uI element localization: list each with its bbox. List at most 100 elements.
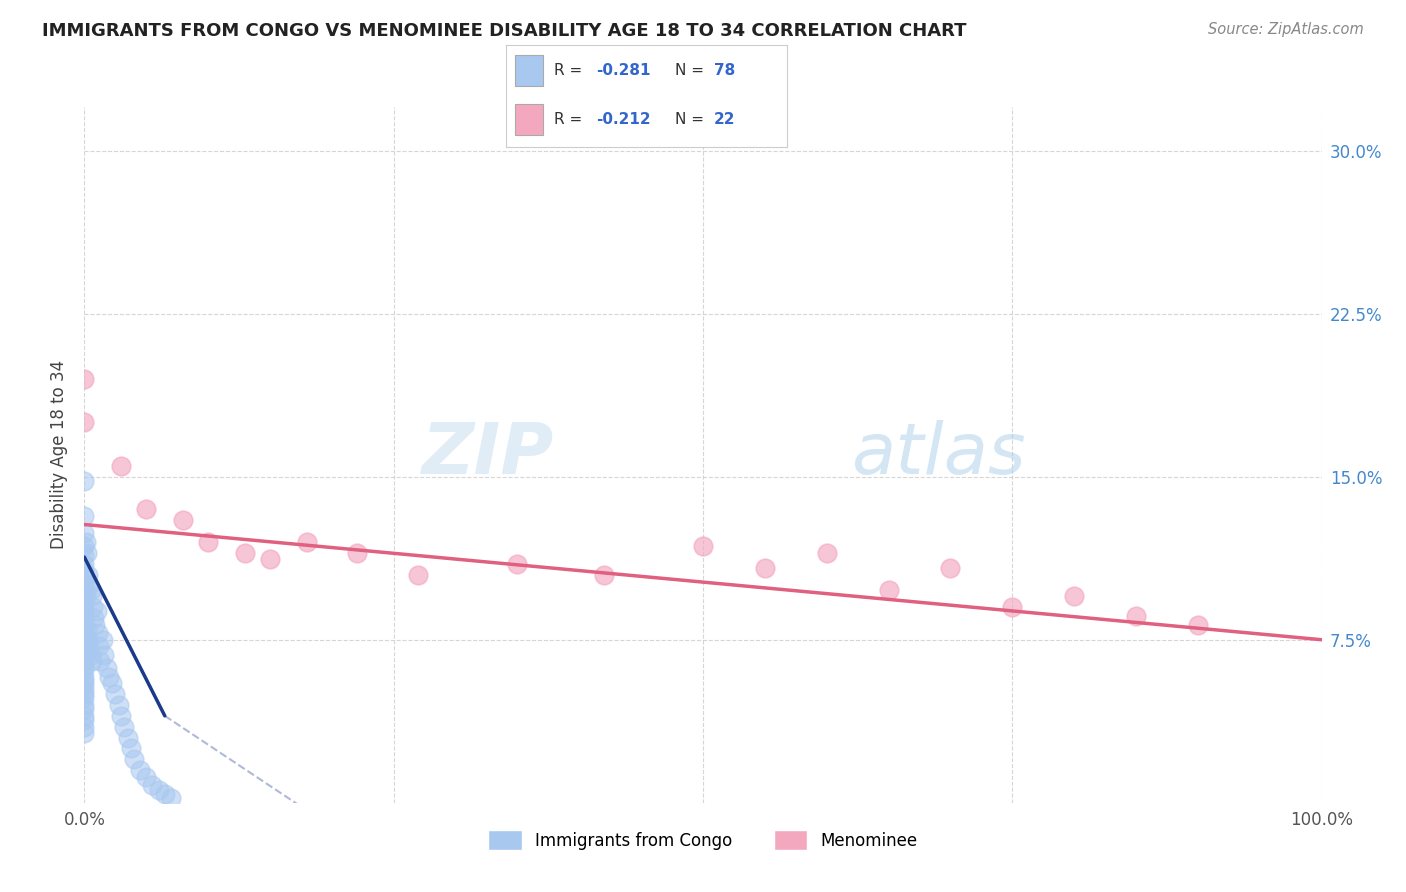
Point (73, 726, 96, 740)
Point (73, 539, 96, 553)
Point (73, 637, 96, 651)
Point (754, 561, 776, 575)
Text: ZIP: ZIP (422, 420, 554, 490)
Point (141, 778, 163, 792)
Point (73, 372, 96, 386)
Point (73, 563, 96, 577)
Point (100, 676, 122, 690)
Point (89, 639, 111, 653)
Point (73, 615, 96, 630)
Point (110, 458, 132, 473)
Point (73, 658, 96, 673)
Point (73, 674, 96, 689)
Text: atlas: atlas (852, 420, 1026, 490)
Point (75, 643, 97, 657)
Text: R =: R = (554, 112, 588, 127)
Point (73, 720, 96, 734)
Point (692, 539, 714, 553)
Point (76, 546, 98, 560)
Point (73, 632, 96, 647)
Text: -0.212: -0.212 (596, 112, 651, 127)
Text: R =: R = (554, 62, 588, 78)
Point (73, 526, 96, 541)
Point (73, 598, 96, 612)
Point (79, 578, 101, 592)
Point (76, 622, 98, 636)
Bar (515, 55, 543, 86)
Point (73, 548, 96, 562)
Point (506, 557, 529, 571)
Point (93, 648, 115, 662)
Point (79, 582, 101, 597)
Point (129, 763, 152, 777)
Point (73, 415, 96, 429)
Y-axis label: Disability Age 18 to 34: Disability Age 18 to 34 (51, 360, 69, 549)
Point (73, 691, 96, 706)
Point (83, 611, 105, 625)
Point (96, 661, 118, 675)
Point (160, 791, 183, 805)
Text: IMMIGRANTS FROM CONGO VS MENOMINEE DISABILITY AGE 18 TO 34 CORRELATION CHART: IMMIGRANTS FROM CONGO VS MENOMINEE DISAB… (42, 22, 967, 40)
Point (73, 611, 96, 625)
Point (98, 670, 121, 684)
Point (135, 502, 157, 516)
Point (77, 632, 100, 647)
Point (82, 600, 104, 615)
Point (73, 570, 96, 584)
Point (73, 557, 96, 571)
Point (593, 567, 616, 582)
Point (73, 641, 96, 656)
Point (89, 655, 111, 669)
Text: N =: N = (675, 112, 709, 127)
Point (73, 474, 96, 488)
Point (112, 720, 135, 734)
Point (295, 535, 318, 549)
Point (75, 589, 97, 603)
Point (73, 576, 96, 591)
Point (80, 655, 103, 669)
Legend: Immigrants from Congo, Menominee: Immigrants from Congo, Menominee (482, 823, 924, 857)
Point (408, 567, 430, 582)
Point (73, 678, 96, 692)
Point (73, 607, 96, 621)
Point (73, 687, 96, 701)
Point (135, 770, 157, 784)
Point (91, 632, 114, 647)
Point (148, 782, 170, 797)
Point (1125, 608, 1147, 623)
Point (172, 513, 194, 527)
Point (939, 561, 962, 575)
Point (73, 655, 96, 669)
Point (153, 787, 176, 801)
Point (1063, 589, 1085, 603)
Point (73, 702, 96, 716)
Point (79, 639, 101, 653)
Point (1187, 617, 1209, 632)
Point (75, 535, 97, 549)
Point (197, 535, 219, 549)
Bar (515, 104, 543, 135)
Point (815, 546, 838, 560)
Point (117, 731, 139, 745)
Point (87, 626, 110, 640)
Point (73, 708, 96, 723)
Point (79, 648, 101, 662)
Point (346, 546, 368, 560)
Point (73, 663, 96, 677)
Point (73, 602, 96, 616)
Point (110, 708, 132, 723)
Point (120, 741, 142, 756)
Point (259, 552, 281, 566)
Point (73, 682, 96, 697)
Point (108, 698, 131, 712)
Text: 22: 22 (714, 112, 735, 127)
Point (1001, 600, 1024, 615)
Point (77, 567, 100, 582)
Point (73, 628, 96, 642)
Text: N =: N = (675, 62, 709, 78)
Point (73, 593, 96, 607)
Point (73, 508, 96, 523)
Point (80, 589, 103, 603)
Point (104, 687, 127, 701)
Point (73, 670, 96, 684)
